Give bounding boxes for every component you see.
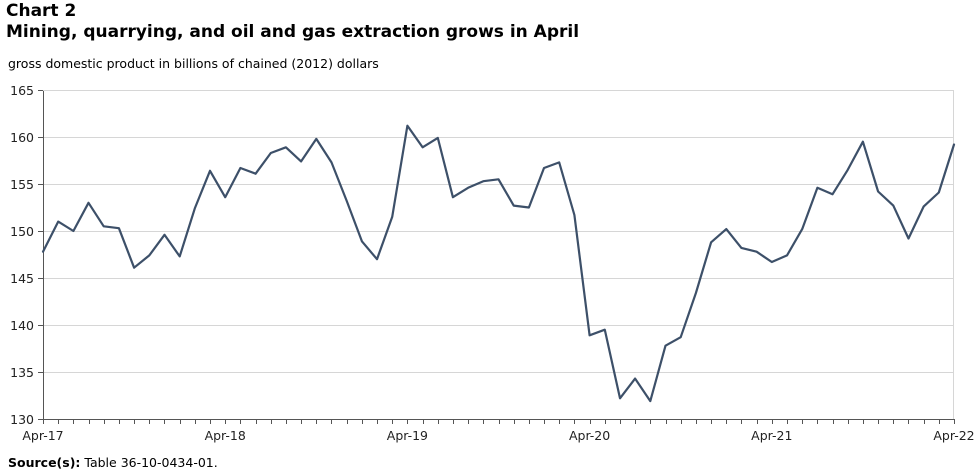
source-label: Source(s):: [8, 455, 81, 470]
axes: [38, 90, 955, 424]
y-tick-label: 160: [10, 130, 34, 145]
series-line: [41, 124, 956, 403]
source-note: Source(s): Table 36-10-0434-01.: [8, 455, 218, 471]
chart-subtitle: gross domestic product in billions of ch…: [8, 56, 379, 71]
y-tick-label: 140: [10, 318, 34, 333]
x-tick-label: Apr-22: [933, 428, 974, 443]
y-tick-label: 145: [10, 271, 34, 286]
y-tick-label: 165: [10, 83, 34, 98]
x-tick-label: Apr-17: [22, 428, 63, 443]
chart-title: Mining, quarrying, and oil and gas extra…: [6, 22, 580, 42]
chart-number: Chart 2: [6, 1, 77, 21]
y-tick-label: 130: [10, 412, 34, 427]
series: [41, 124, 956, 403]
y-tick-label: 135: [10, 365, 34, 380]
source-text: Table 36-10-0434-01.: [84, 455, 218, 470]
x-tick-label: Apr-20: [569, 428, 610, 443]
tick-labels: 130 135 140 145 150 155 160 165 Apr-17 Apr-18 Apr-…: [10, 83, 974, 443]
grid: [43, 90, 954, 373]
x-tick-label: Apr-21: [751, 428, 792, 443]
y-tick-label: 150: [10, 224, 34, 239]
y-tick-label: 155: [10, 177, 34, 192]
x-tick-label: Apr-18: [205, 428, 246, 443]
x-tick-label: Apr-19: [387, 428, 428, 443]
